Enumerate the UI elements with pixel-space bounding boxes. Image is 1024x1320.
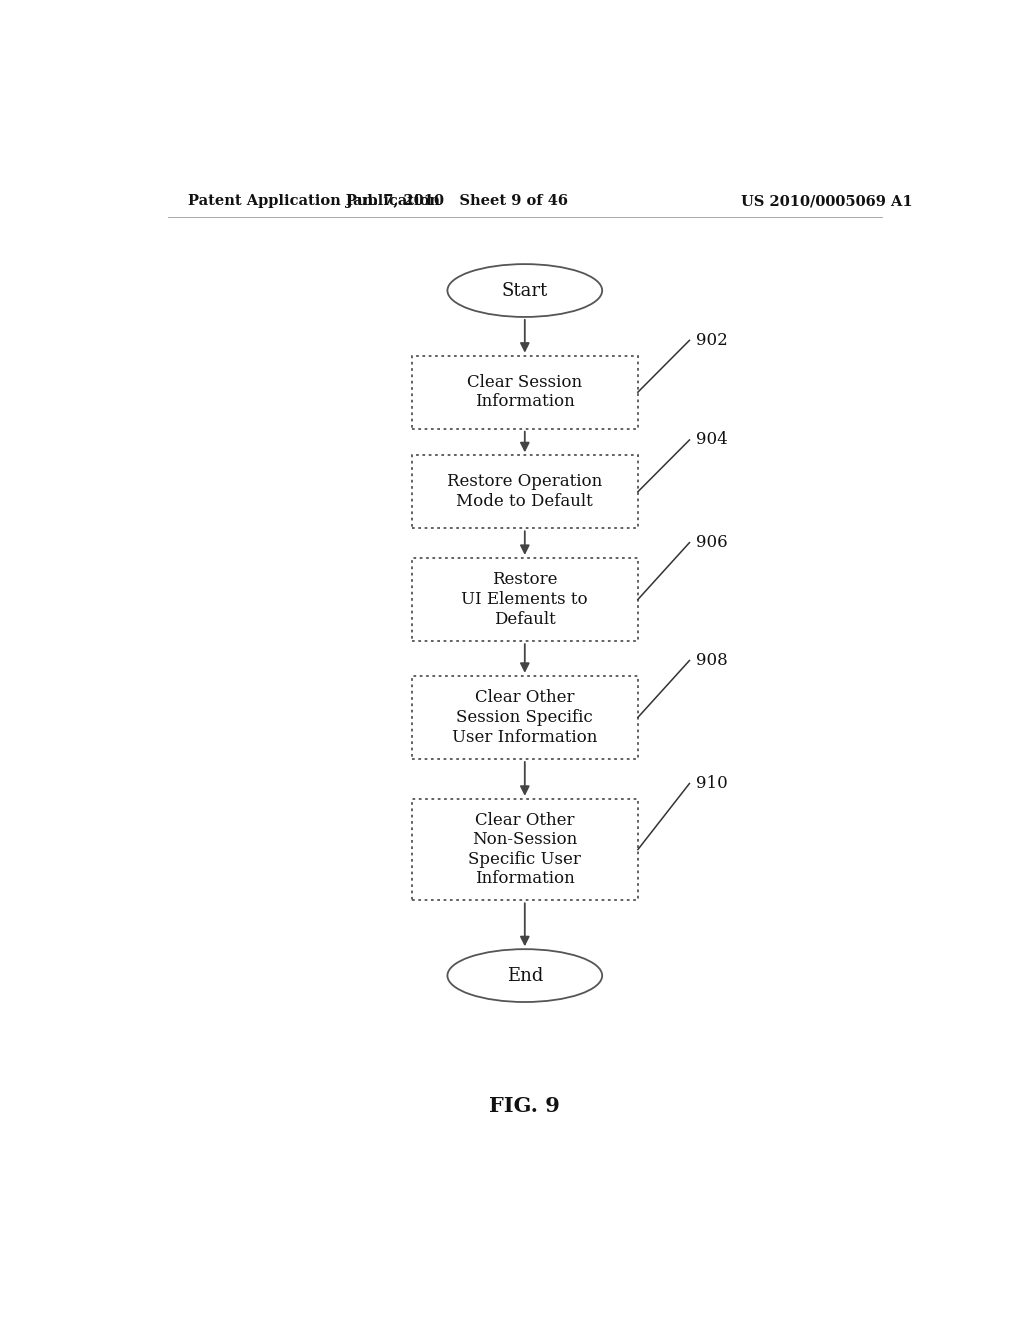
Text: 908: 908 xyxy=(696,652,728,669)
Text: End: End xyxy=(507,966,543,985)
Text: Jan. 7, 2010   Sheet 9 of 46: Jan. 7, 2010 Sheet 9 of 46 xyxy=(346,194,568,209)
FancyBboxPatch shape xyxy=(412,558,638,642)
FancyBboxPatch shape xyxy=(412,455,638,528)
Text: Clear Other
Non-Session
Specific User
Information: Clear Other Non-Session Specific User In… xyxy=(468,812,582,887)
Text: 904: 904 xyxy=(696,432,728,449)
Text: US 2010/0005069 A1: US 2010/0005069 A1 xyxy=(740,194,912,209)
Text: Patent Application Publication: Patent Application Publication xyxy=(187,194,439,209)
FancyBboxPatch shape xyxy=(412,799,638,900)
Text: 910: 910 xyxy=(696,775,728,792)
FancyBboxPatch shape xyxy=(412,676,638,759)
FancyBboxPatch shape xyxy=(412,355,638,429)
Ellipse shape xyxy=(447,264,602,317)
Text: 906: 906 xyxy=(696,535,727,550)
Ellipse shape xyxy=(447,949,602,1002)
Text: 902: 902 xyxy=(696,331,728,348)
Text: Start: Start xyxy=(502,281,548,300)
Text: Clear Session
Information: Clear Session Information xyxy=(467,374,583,411)
Text: Clear Other
Session Specific
User Information: Clear Other Session Specific User Inform… xyxy=(453,689,597,746)
Text: FIG. 9: FIG. 9 xyxy=(489,1096,560,1115)
Text: Restore
UI Elements to
Default: Restore UI Elements to Default xyxy=(462,572,588,627)
Text: Restore Operation
Mode to Default: Restore Operation Mode to Default xyxy=(447,474,602,510)
